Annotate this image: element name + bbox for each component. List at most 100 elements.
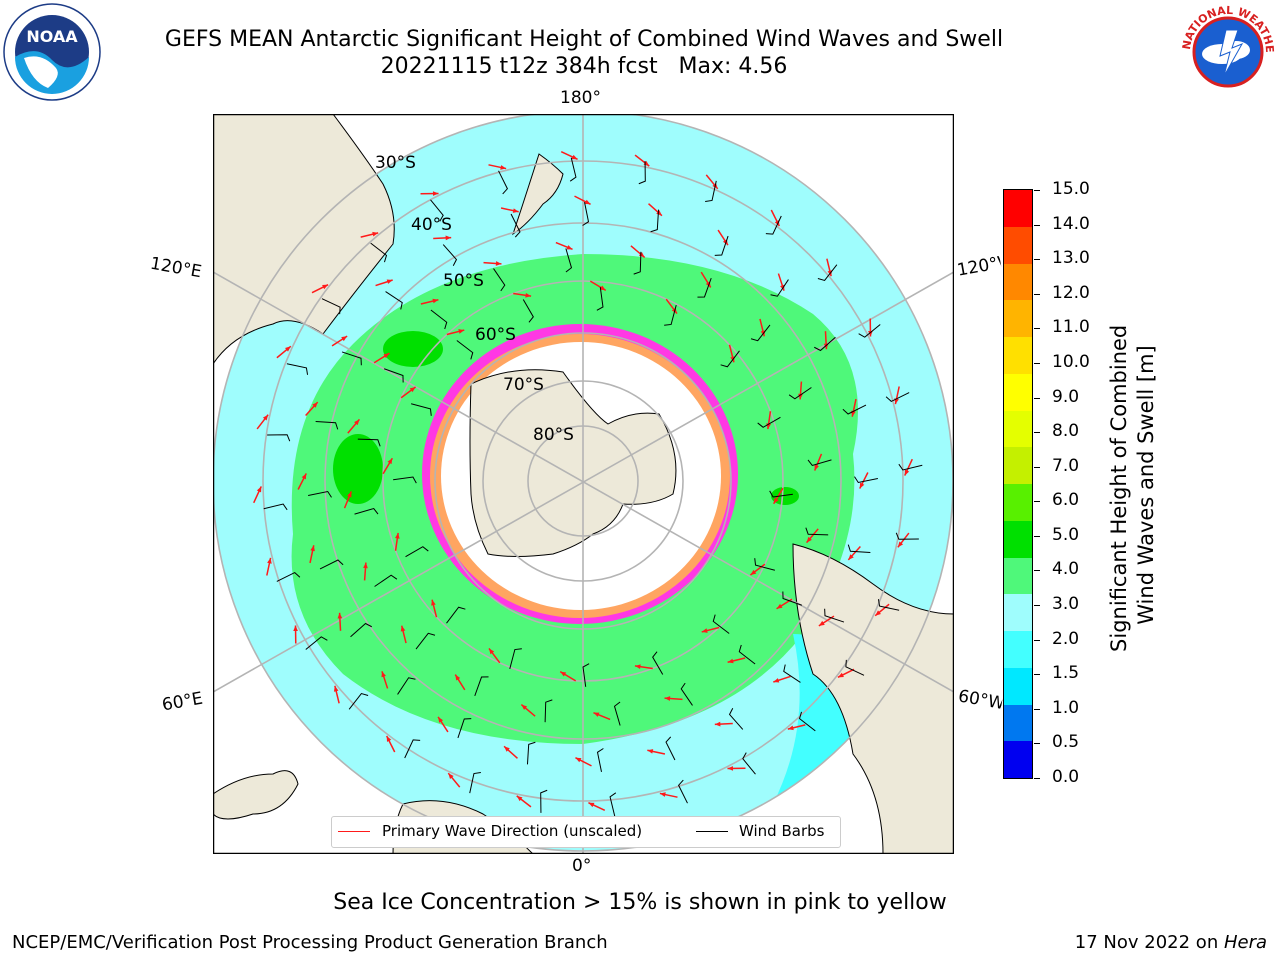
colorbar-segment xyxy=(1004,704,1032,742)
colorbar-segment xyxy=(1004,336,1032,374)
wave-arrowhead xyxy=(659,792,666,797)
wind-barb xyxy=(457,718,472,739)
wind-barb xyxy=(877,599,900,611)
wave-height-peak-west xyxy=(333,434,383,504)
wave-arrowhead xyxy=(395,532,400,539)
wave-arrowhead xyxy=(285,346,291,352)
lon-label-120w: 120°W xyxy=(955,253,1003,281)
footer-date: 17 Nov 2022 on Hera xyxy=(1075,932,1267,953)
wind-barb xyxy=(664,305,677,326)
wind-barb xyxy=(509,648,522,669)
wave-arrowhead xyxy=(868,330,873,337)
colorbar-tick xyxy=(1034,432,1040,434)
wind-barb xyxy=(788,387,812,400)
wind-barb xyxy=(385,291,403,310)
colorbar-title: Significant Height of Combined Wind Wave… xyxy=(1104,190,1164,780)
map-border xyxy=(212,113,955,855)
wave-arrowhead xyxy=(588,802,595,808)
wind-barb xyxy=(582,663,590,687)
footer-machine: Hera xyxy=(1223,932,1267,953)
wind-barb xyxy=(565,248,573,273)
wind-barb xyxy=(783,664,801,683)
svg-text:NOAA: NOAA xyxy=(26,27,78,46)
wind-barb xyxy=(596,287,604,311)
wind-barb xyxy=(493,268,506,292)
colorbar-title-line1: Significant Height of Combined xyxy=(1107,325,1131,652)
map-svg: 30°S 40°S 50°S 60°S 70°S 80°S xyxy=(212,110,955,855)
wind-barb xyxy=(276,571,301,582)
wave-arrowhead xyxy=(400,625,406,632)
wave-arrowhead xyxy=(787,725,794,731)
wind-barb xyxy=(354,507,379,515)
madagascar xyxy=(212,770,299,820)
wind-barb xyxy=(544,699,553,723)
colorbar-tick-label: 1.5 xyxy=(1052,663,1080,684)
wind-barb xyxy=(308,490,332,498)
wind-barb xyxy=(474,676,489,697)
wave-arrowhead xyxy=(341,336,348,342)
wind-barb xyxy=(680,682,693,706)
wind-barb xyxy=(613,701,621,726)
lon-label-180: 180° xyxy=(560,88,601,108)
colorbar-tick-label: 11.0 xyxy=(1052,317,1090,338)
wave-arrowhead xyxy=(445,235,452,241)
colorbar-tick xyxy=(1034,501,1040,503)
wind-barb xyxy=(858,324,881,338)
wave-arrowhead xyxy=(780,284,785,291)
lat-label-60s: 60°S xyxy=(475,325,516,345)
colorbar-tick xyxy=(1034,743,1040,745)
colorbar-tick-label: 12.0 xyxy=(1052,282,1090,303)
wind-barb xyxy=(430,199,444,222)
wave-arrowhead xyxy=(458,329,465,334)
wave-arrowhead xyxy=(750,569,757,576)
wind-barb xyxy=(705,180,717,203)
wave-arrowhead xyxy=(525,293,532,298)
wind-barb xyxy=(286,363,309,375)
wave-arrowhead xyxy=(386,279,393,284)
wave-arrowhead xyxy=(727,766,734,771)
noaa-logo: NOAA xyxy=(2,2,102,106)
wind-barb xyxy=(798,711,816,732)
wind-barb xyxy=(750,324,771,342)
wave-arrowhead xyxy=(634,664,641,669)
wind-barb xyxy=(782,591,803,606)
wave-arrowhead xyxy=(806,536,812,543)
wind-barb xyxy=(498,170,509,195)
colorbar-tick xyxy=(1034,778,1040,779)
wave-arrowhead xyxy=(354,419,360,426)
wave-arrowhead xyxy=(521,704,528,710)
colorbar-tick-label: 8.0 xyxy=(1052,421,1080,442)
colorbar-segment xyxy=(1004,593,1032,631)
colorbar-tick-label: 6.0 xyxy=(1052,490,1080,511)
svg-text:Significant Height of Combined: Significant Height of Combined Wind Wave… xyxy=(1107,318,1158,652)
colorbar-tick-label: 7.0 xyxy=(1052,455,1080,476)
wind-barb xyxy=(404,739,421,759)
wind-barb xyxy=(370,242,388,263)
colorbar-tick xyxy=(1034,397,1040,399)
colorbar-tick-label: 13.0 xyxy=(1052,248,1090,269)
wind-barb xyxy=(315,420,339,430)
colorbar-tick-label: 9.0 xyxy=(1052,386,1080,407)
colorbar-title-line2: Wind Waves and Swell [m] xyxy=(1134,345,1158,625)
colorbar-segment xyxy=(1004,226,1032,264)
wave-arrowhead xyxy=(431,599,436,606)
colorbar-tick-label: 5.0 xyxy=(1052,524,1080,545)
chart-title: GEFS MEAN Antarctic Significant Height o… xyxy=(164,27,1004,52)
wave-arrowhead xyxy=(560,671,567,677)
legend-wave-swatch xyxy=(338,831,370,832)
wave-arrowhead xyxy=(448,773,454,779)
wave-arrowhead xyxy=(714,721,721,727)
colorbar-tick xyxy=(1034,293,1040,295)
wind-barb xyxy=(596,748,604,772)
lat-label-70s: 70°S xyxy=(503,375,544,395)
wave-arrowhead xyxy=(512,208,519,213)
wind-barb xyxy=(405,546,429,558)
sea-ice-caption: Sea Ice Concentration > 15% is shown in … xyxy=(333,890,947,915)
wave-arrowhead xyxy=(256,486,262,493)
wave-arrowhead xyxy=(814,464,819,471)
wind-barb xyxy=(769,490,793,498)
wave-arrowhead xyxy=(593,712,600,717)
wave-arrowhead xyxy=(848,554,854,560)
wind-barb xyxy=(765,215,782,235)
colorbar-tick xyxy=(1034,190,1040,191)
